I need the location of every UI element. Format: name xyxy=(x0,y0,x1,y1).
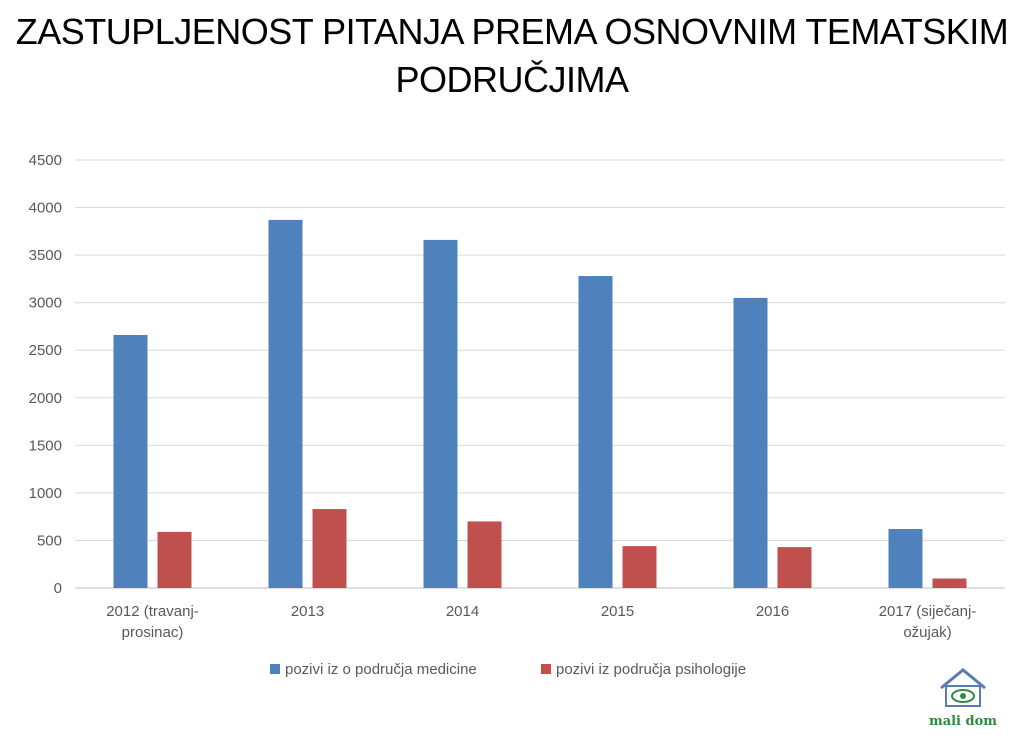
y-tick-label: 500 xyxy=(37,532,62,549)
bar-psihologija-2 xyxy=(467,521,502,588)
bar-medicina-3 xyxy=(578,276,613,588)
y-tick-label: 3500 xyxy=(29,247,62,264)
y-tick-label: 1000 xyxy=(29,485,62,502)
legend-label: pozivi iz o područja medicine xyxy=(285,661,477,678)
y-tick-label: 2000 xyxy=(29,390,62,407)
y-tick-label: 4500 xyxy=(29,152,62,169)
bar-psihologija-5 xyxy=(932,578,967,588)
legend-swatch xyxy=(270,664,280,674)
bar-psihologija-1 xyxy=(312,509,347,588)
bars xyxy=(113,219,967,589)
page-title: ZASTUPLJENOST PITANJA PREMA OSNOVNIM TEM… xyxy=(0,8,1024,104)
y-tick-label: 2500 xyxy=(29,342,62,359)
x-axis-categories: 2012 (travanj-prosinac) 2013 2014 2015 2016 2… xyxy=(106,603,976,641)
y-tick-label: 0 xyxy=(54,580,62,597)
x-category-label: 2014 xyxy=(446,603,479,620)
bar-psihologija-0 xyxy=(157,531,192,588)
bar-medicina-4 xyxy=(733,297,768,588)
grid xyxy=(75,159,1005,589)
logo-roof xyxy=(940,668,986,690)
x-category-label: 2017 (siječanj-ožujak) xyxy=(879,603,977,641)
x-category-label: 2012 (travanj-prosinac) xyxy=(106,603,199,641)
x-category-label: 2015 xyxy=(601,603,634,620)
bar-medicina-5 xyxy=(888,529,923,588)
logo-house xyxy=(945,685,981,707)
bar-psihologija-3 xyxy=(622,546,657,588)
bar-medicina-0 xyxy=(113,335,148,588)
legend: pozivi iz o područja medicine pozivi iz p… xyxy=(270,661,746,678)
bar-psihologija-4 xyxy=(777,547,812,588)
bar-medicina-1 xyxy=(268,219,303,589)
page-title-line-1: ZASTUPLJENOST PITANJA PREMA OSNOVNIM TEM… xyxy=(15,11,1009,52)
x-category-label: 2016 xyxy=(756,603,789,620)
page-title-line-2: PODRUČJIMA xyxy=(395,59,629,100)
logo-text: mali dom xyxy=(929,714,997,729)
y-axis-ticks: 0 500 1000 1500 2000 2500 3000 3500 4000 4500 xyxy=(29,152,62,597)
x-category-label: 2013 xyxy=(291,603,324,620)
eye-pupil-icon xyxy=(960,693,966,699)
mali-dom-logo: mali dom xyxy=(929,668,997,729)
legend-label: pozivi iz područja psihologije xyxy=(556,661,746,678)
legend-swatch xyxy=(541,664,551,674)
y-tick-label: 1500 xyxy=(29,437,62,454)
bar-medicina-2 xyxy=(423,239,458,589)
y-tick-label: 3000 xyxy=(29,295,62,312)
y-tick-label: 4000 xyxy=(29,200,62,217)
eye-icon xyxy=(951,689,975,703)
